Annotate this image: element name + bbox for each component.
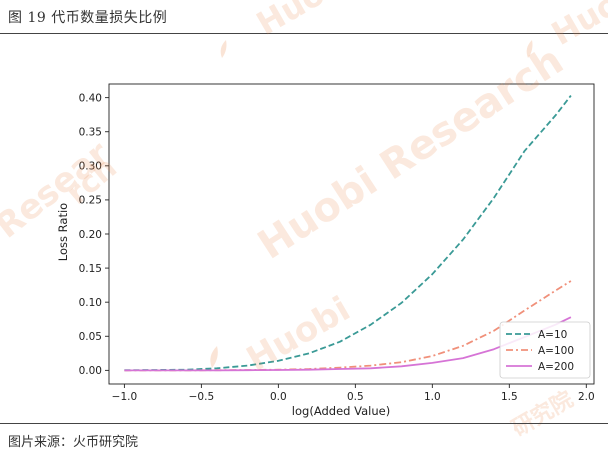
x-axis-label: log(Added Value) [292,404,390,418]
x-tick-label: −0.5 [189,391,215,403]
figure-title: 图 19 代币数量损失比例 [8,10,168,26]
x-tick-label: 1.5 [501,391,518,403]
y-tick-label: 0.30 [79,161,102,173]
x-tick-label: 2.0 [578,391,595,403]
y-axis-label: Loss Ratio [56,203,70,261]
legend-label-2: A=100 [538,345,574,357]
legend-box [499,321,591,379]
plot-area: −1.0 −0.5 0.0 0.5 1.0 1.5 2.0 0.00 0.05 0.10 0.15 0… [79,83,595,403]
top-rule [0,33,608,34]
bottom-rule [0,423,608,424]
y-tick-label: 0.15 [79,263,102,275]
figure-source: 图片来源：火币研究院 [8,435,139,450]
legend-label-1: A=10 [538,329,567,341]
y-tick-label: 0.10 [79,297,102,309]
x-tick-label: 0.0 [270,391,287,403]
y-tick-label: 0.25 [79,195,102,207]
x-tick-label: 0.5 [347,391,364,403]
series-line-1 [124,95,572,372]
y-tick-label: 0.35 [79,127,102,139]
x-tick-label: 1.0 [424,391,441,403]
y-tick-label: 0.40 [79,92,102,104]
y-tick-label: 0.05 [79,331,102,343]
y-tick-label: 0.00 [79,365,102,377]
legend-label-3: A=200 [538,361,574,373]
y-tick-label: 0.20 [79,229,102,241]
x-tick-label: −1.0 [112,391,138,403]
